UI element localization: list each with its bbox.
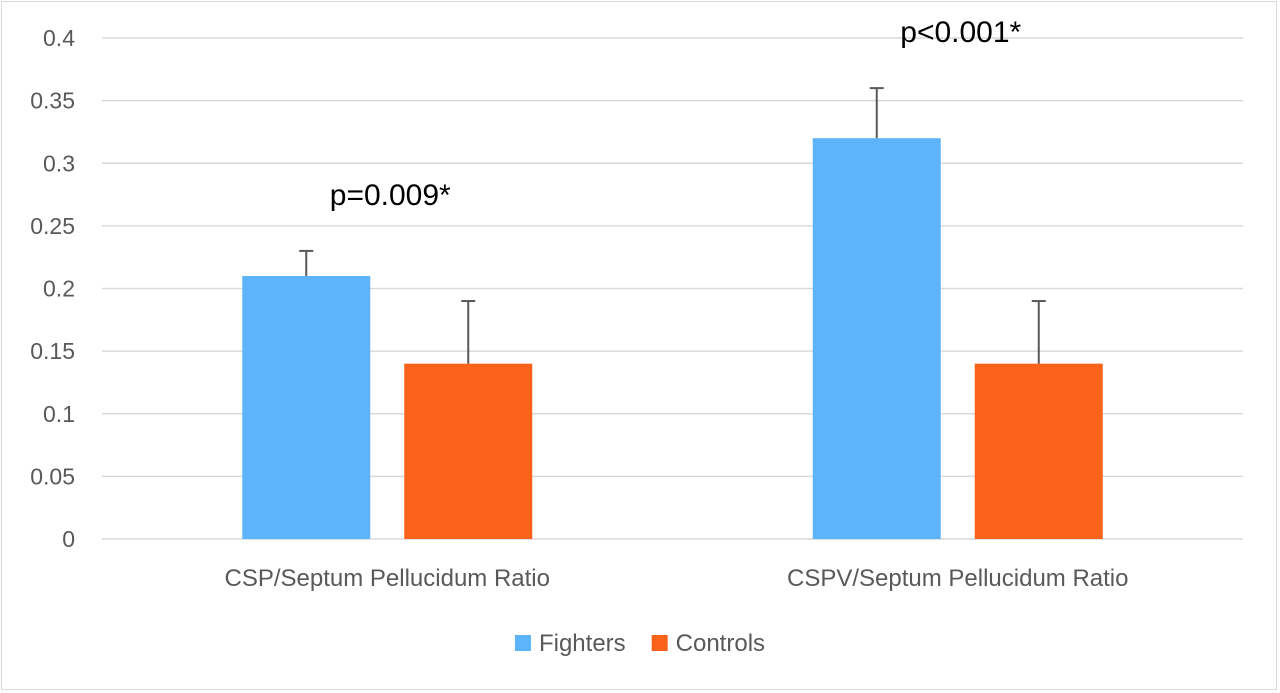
y-tick-label: 0.25: [30, 213, 75, 239]
y-tick-label: 0.4: [43, 25, 75, 51]
y-tick-label: 0.05: [30, 463, 75, 489]
y-axis-tick-labels: 0 0.05 0.1 0.15 0.2 0.25 0.3 0.35 0.4: [30, 25, 75, 552]
y-tick-label: 0.3: [43, 150, 75, 176]
y-tick-label: 0.15: [30, 338, 75, 364]
bar-controls-1: [974, 363, 1103, 539]
y-tick-label: 0.2: [43, 276, 75, 302]
category-labels: CSP/Septum Pellucidum Ratio CSPV/Septum P…: [225, 565, 1129, 592]
category-label: CSPV/Septum Pellucidum Ratio: [787, 565, 1128, 592]
error-bars: [299, 87, 1046, 364]
bar-fighters-0: [242, 275, 371, 539]
legend: Fighters Controls: [514, 630, 765, 657]
bars: [242, 138, 1103, 539]
legend-swatch-fighters: [514, 635, 531, 651]
legend-swatch-controls: [651, 635, 668, 651]
annotations: p=0.009* p<0.001*: [330, 16, 1022, 212]
bar-fighters-1: [812, 138, 941, 539]
bar-controls-0: [404, 363, 533, 539]
legend-label-controls: Controls: [676, 630, 765, 657]
p-value-annotation: p=0.009*: [330, 179, 451, 212]
y-tick-label: 0.1: [43, 401, 75, 427]
category-label: CSP/Septum Pellucidum Ratio: [225, 565, 550, 592]
y-tick-label: 0: [62, 526, 75, 552]
y-tick-label: 0.35: [30, 88, 75, 114]
p-value-annotation: p<0.001*: [900, 16, 1021, 49]
legend-label-fighters: Fighters: [539, 630, 626, 657]
